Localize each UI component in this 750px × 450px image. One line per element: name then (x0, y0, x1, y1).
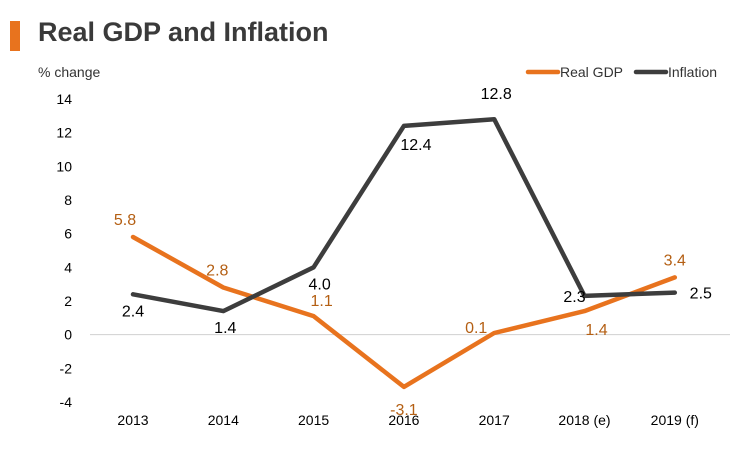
x-tick-label: 2014 (208, 412, 239, 428)
data-label: 2.4 (122, 303, 144, 320)
series-line (130, 234, 678, 390)
y-tick-label: 6 (64, 226, 72, 242)
y-tick-label: -2 (60, 360, 73, 376)
data-label: 0.1 (465, 320, 487, 337)
y-tick-label: 14 (56, 91, 72, 107)
data-label: 1.1 (310, 293, 332, 310)
series-lines (130, 116, 678, 390)
x-tick-label: 2017 (479, 412, 510, 428)
x-axis-ticks: 2013 2014 2015 2016 2017 2018 (e) 2019 (f) (117, 412, 699, 428)
data-label: 2.5 (690, 286, 712, 303)
y-axis-unit-label: % change (38, 64, 100, 80)
y-tick-label: 12 (56, 125, 72, 141)
title-accent-bar (10, 21, 20, 51)
y-axis-ticks: -4 -2 0 2 4 6 8 10 12 14 (56, 91, 72, 410)
y-tick-label: 10 (56, 158, 72, 174)
x-tick-label: 2015 (298, 412, 329, 428)
data-label: 3.4 (664, 252, 686, 269)
data-label: 4.0 (308, 276, 330, 293)
legend-label: Real GDP (560, 64, 623, 80)
y-tick-label: 8 (64, 192, 72, 208)
data-label: 5.8 (114, 212, 136, 229)
data-label: 12.8 (481, 86, 512, 103)
y-tick-label: 4 (64, 259, 72, 275)
data-label: 12.4 (400, 137, 431, 154)
data-label: 2.3 (563, 289, 585, 306)
chart-title: Real GDP and Inflation (38, 17, 329, 47)
data-label: 2.8 (206, 263, 228, 280)
x-tick-label: 2013 (117, 412, 148, 428)
x-tick-label: 2016 (388, 412, 419, 428)
x-tick-label: 2019 (f) (651, 412, 699, 428)
legend-label: Inflation (668, 64, 717, 80)
x-tick-label: 2018 (e) (558, 412, 610, 428)
data-label: 1.4 (214, 320, 236, 337)
data-label: -3.1 (390, 402, 418, 419)
data-label: 1.4 (585, 322, 607, 339)
y-tick-label: 2 (64, 293, 72, 309)
data-labels: 5.8 2.8 1.1 -3.1 0.1 1.4 3.4 2.4 1.4 4.0 12.4 12.8 2… (114, 86, 712, 419)
series-line (130, 116, 678, 314)
y-tick-label: -4 (60, 394, 73, 410)
y-tick-label: 0 (64, 327, 72, 343)
legend: Real GDP Inflation (525, 64, 717, 80)
